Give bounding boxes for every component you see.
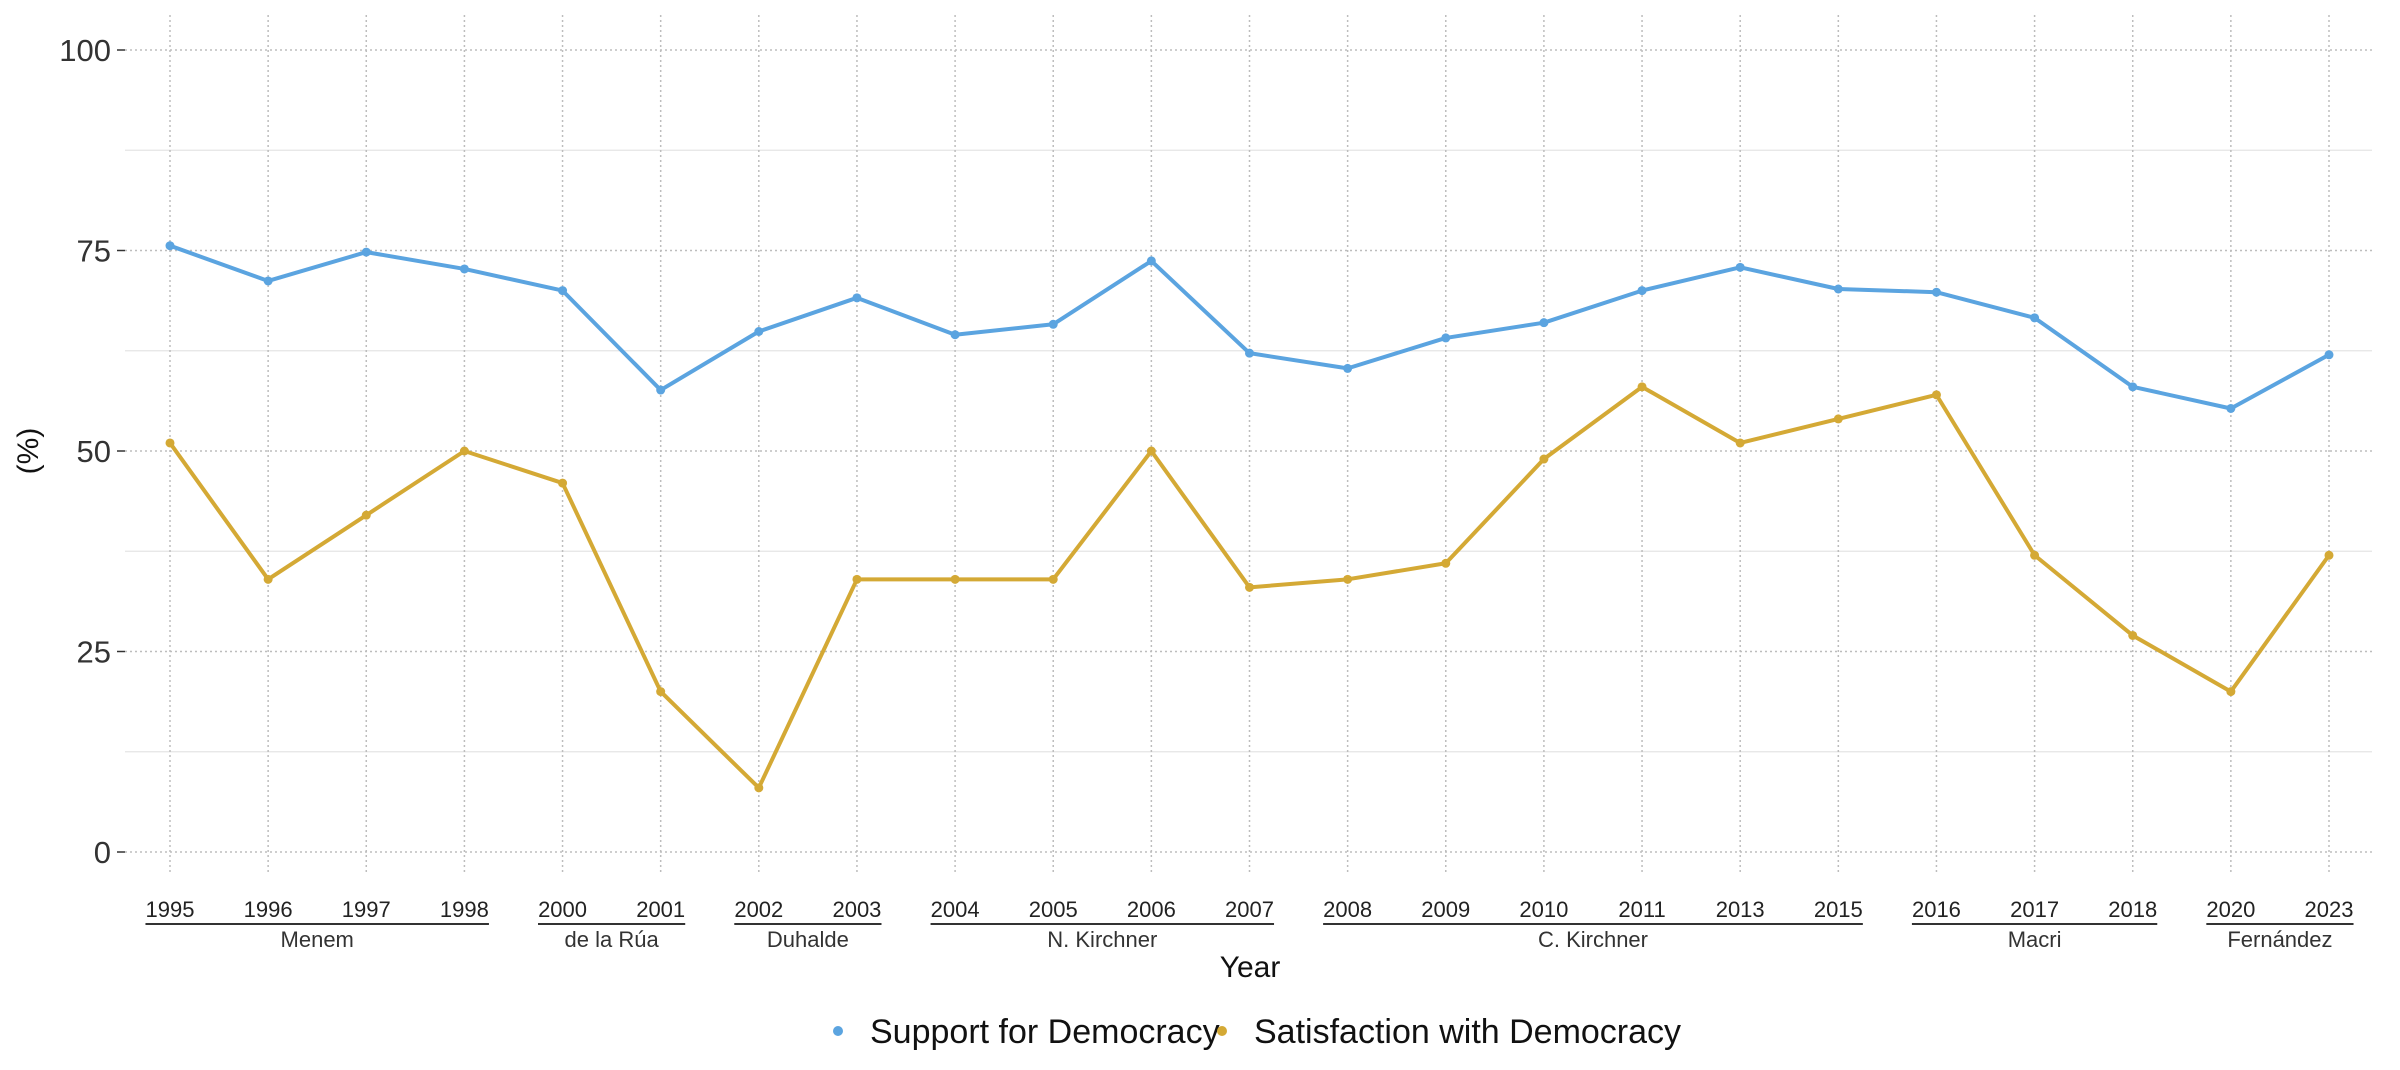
x-tick-label: 1996 <box>244 897 293 922</box>
data-point <box>1735 262 1745 272</box>
data-point <box>1735 438 1745 448</box>
x-tick-label: 2002 <box>734 897 783 922</box>
data-point <box>2030 550 2040 560</box>
data-point <box>852 574 862 584</box>
data-point <box>361 247 371 257</box>
data-point <box>754 783 764 793</box>
y-tick-label: 25 <box>77 635 111 670</box>
data-point <box>165 438 175 448</box>
group-label: Fernández <box>2227 927 2332 952</box>
data-point <box>165 241 175 251</box>
group-label: N. Kirchner <box>1047 927 1157 952</box>
x-tick-label: 2006 <box>1127 897 1176 922</box>
data-point <box>1245 582 1254 592</box>
legend: Support for Democracy Satisfaction with D… <box>833 1013 1681 1051</box>
data-point <box>2324 350 2334 360</box>
x-tick-label: 2023 <box>2305 897 2354 922</box>
y-tick-label: 75 <box>77 234 111 269</box>
x-tick-label: 2007 <box>1225 897 1274 922</box>
x-tick-label: 1998 <box>440 897 489 922</box>
data-point <box>950 574 960 584</box>
y-axis-label: (%) <box>12 428 45 475</box>
data-point <box>1343 363 1353 373</box>
data-point <box>1539 454 1549 464</box>
x-tick-label: 2018 <box>2108 897 2157 922</box>
y-tick-label: 50 <box>77 434 111 469</box>
group-label: Menem <box>281 927 354 952</box>
x-tick-label: 2015 <box>1814 897 1863 922</box>
x-tick-label: 2013 <box>1716 897 1765 922</box>
data-point <box>656 385 666 395</box>
x-tick-label: 2011 <box>1618 897 1665 922</box>
x-tick-label: 2008 <box>1323 897 1372 922</box>
data-point <box>1441 333 1451 343</box>
x-axis: 1995 1996 1997 1998 2000 2001 2002 2003 2004 2005… <box>145 897 2354 952</box>
data-point <box>263 276 273 286</box>
data-point <box>2324 550 2334 560</box>
series-layer <box>165 241 2334 793</box>
x-tick-label: 2020 <box>2206 897 2255 922</box>
data-point <box>1539 318 1549 328</box>
data-point <box>1833 284 1843 294</box>
x-tick-label: 2010 <box>1519 897 1568 922</box>
data-point <box>950 330 960 340</box>
legend-marker <box>1217 1026 1227 1036</box>
data-point <box>1441 558 1451 568</box>
group-label: Duhalde <box>767 927 849 952</box>
legend-label: Support for Democracy <box>870 1013 1220 1051</box>
data-point <box>656 687 666 697</box>
data-point <box>1931 390 1941 400</box>
data-point <box>1637 286 1647 296</box>
legend-marker <box>833 1026 843 1036</box>
data-point <box>1343 574 1353 584</box>
data-point <box>1833 414 1843 424</box>
x-tick-label: 2003 <box>832 897 881 922</box>
x-tick-label: 2009 <box>1421 897 1470 922</box>
data-point <box>2128 630 2138 640</box>
data-point <box>2226 403 2236 413</box>
data-point <box>558 478 568 488</box>
data-point <box>459 264 469 274</box>
x-tick-label: 2005 <box>1029 897 1078 922</box>
data-point <box>852 293 862 303</box>
data-point <box>754 327 764 337</box>
data-point <box>2128 382 2138 392</box>
x-tick-label: 2016 <box>1912 897 1961 922</box>
data-point <box>361 510 371 520</box>
data-point <box>1048 319 1058 329</box>
data-point <box>2030 313 2040 323</box>
y-tick-label: 0 <box>94 835 111 870</box>
data-point <box>2226 687 2236 697</box>
x-axis-label: Year <box>1220 951 1281 984</box>
group-label: de la Rúa <box>565 927 660 952</box>
data-point <box>459 446 469 456</box>
grid <box>125 15 2372 872</box>
data-point <box>1637 382 1647 392</box>
legend-label: Satisfaction with Democracy <box>1254 1013 1681 1051</box>
data-point <box>558 286 568 296</box>
x-tick-label: 2001 <box>636 897 685 922</box>
data-point <box>1245 348 1254 358</box>
x-tick-label: 2004 <box>931 897 980 922</box>
group-label: Macri <box>2008 927 2062 952</box>
x-tick-label: 2017 <box>2010 897 2059 922</box>
data-point <box>1146 446 1156 456</box>
data-point <box>1146 256 1156 266</box>
x-tick-label: 1995 <box>146 897 195 922</box>
data-point <box>263 574 273 584</box>
y-tick-label: 100 <box>59 33 111 68</box>
data-point <box>1931 287 1941 297</box>
data-point <box>1048 574 1058 584</box>
y-axis: 0 25 50 75 100 <box>59 33 125 870</box>
group-label: C. Kirchner <box>1538 927 1648 952</box>
x-tick-label: 2000 <box>538 897 587 922</box>
x-tick-label: 1997 <box>342 897 391 922</box>
